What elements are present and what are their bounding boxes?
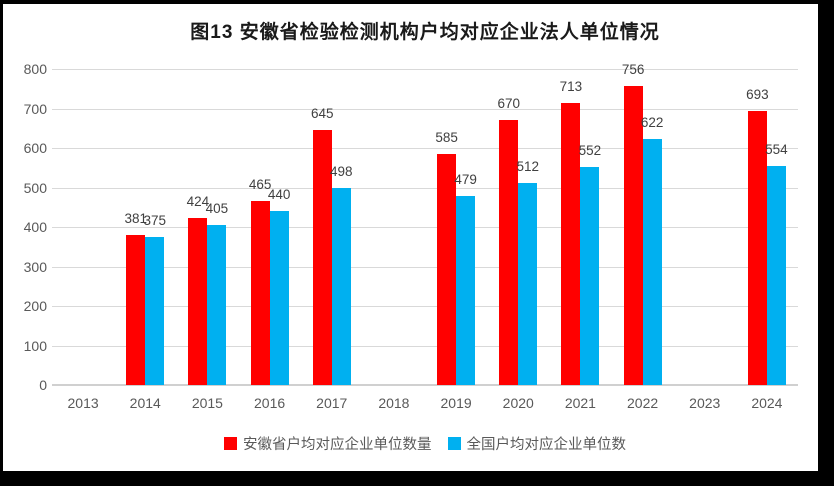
bar-anhui [747, 111, 767, 385]
bar-anhui [499, 120, 519, 385]
x-tick-label: 2017 [316, 395, 348, 411]
x-tick-label: 2022 [627, 395, 659, 411]
bar-national [331, 188, 351, 385]
bar-value-label: 670 [497, 96, 521, 112]
bar-value-label: 465 [248, 177, 272, 193]
bar-national [456, 195, 476, 385]
legend-item-national: 全国户均对应企业单位数 [447, 433, 627, 454]
x-tick-label: 2018 [378, 395, 410, 411]
chart-title: 图13 安徽省检验检测机构户均对应企业法人单位情况 [190, 22, 660, 43]
bar-value-label: 498 [329, 164, 353, 180]
bar-value-label: 405 [205, 201, 229, 217]
x-tick-label: 2024 [751, 395, 783, 411]
x-tick-label: 2023 [689, 395, 721, 411]
bar-anhui [188, 217, 208, 385]
bar-value-label: 756 [621, 62, 645, 78]
gridline [52, 148, 798, 149]
bar-value-label: 713 [559, 79, 583, 95]
x-tick-label: 2021 [564, 395, 596, 411]
bar-value-label: 622 [640, 115, 664, 131]
y-tick-label: 300 [23, 258, 47, 275]
chart-canvas: 图13 安徽省检验检测机构户均对应企业法人单位情况 0 100 200 300 400 5… [3, 4, 818, 471]
bar-national [145, 236, 165, 385]
y-tick-label: 400 [23, 219, 47, 235]
y-tick-label: 200 [23, 298, 47, 314]
y-tick-label: 500 [23, 179, 47, 196]
bar-value-label: 424 [186, 193, 210, 209]
bar-anhui [437, 153, 457, 385]
x-tick-label: 2013 [67, 395, 99, 411]
bar-anhui [250, 201, 270, 385]
bar-national [518, 182, 538, 385]
legend: 安徽省户均对应企业单位数量 全国户均对应企业单位数 [52, 433, 798, 454]
bar-value-label: 552 [578, 142, 602, 158]
legend-label-anhui: 安徽省户均对应企业单位数量 [243, 437, 432, 453]
bar-anhui [312, 130, 332, 385]
legend-swatch-anhui [224, 437, 237, 450]
bar-value-label: 585 [435, 129, 458, 145]
gridline [52, 69, 798, 70]
y-tick-label: 600 [23, 140, 47, 156]
bar-value-label: 554 [765, 142, 788, 158]
legend-swatch-national [447, 437, 461, 450]
bar-value-label: 693 [746, 87, 769, 103]
x-axis-line [52, 384, 798, 386]
gridline [52, 345, 798, 347]
bar-national [207, 225, 227, 385]
gridline [52, 306, 798, 307]
gridline [52, 266, 798, 268]
legend-item-anhui: 安徽省户均对应企业单位数量 [224, 433, 432, 454]
gridline [52, 227, 798, 228]
y-tick-label: 100 [23, 337, 47, 354]
bar-value-label: 375 [143, 212, 167, 228]
gridline [52, 108, 798, 110]
y-tick-label: 700 [23, 100, 47, 117]
bar-value-label: 479 [454, 171, 477, 187]
plot-area: 0 100 200 300 400 500 600 700 800 2013 2014 381 375 2… [3, 4, 818, 471]
legend-label-national: 全国户均对应企业单位数 [466, 437, 627, 453]
x-tick-label: 2016 [254, 395, 286, 411]
bar-anhui [623, 86, 643, 385]
bar-value-label: 440 [267, 187, 291, 203]
bar-anhui [561, 103, 581, 385]
bar-value-label: 381 [124, 210, 148, 226]
x-tick-label: 2020 [502, 395, 534, 411]
bar-national [269, 211, 289, 385]
bar-national [580, 166, 600, 385]
bar-national [766, 166, 786, 385]
x-tick-label: 2014 [129, 395, 161, 411]
x-tick-label: 2015 [191, 395, 223, 411]
bar-anhui [126, 234, 146, 385]
y-tick-label: 0 [39, 377, 47, 393]
bar-value-label: 512 [516, 158, 540, 174]
bar-value-label: 645 [310, 106, 334, 122]
bar-national [642, 139, 662, 385]
x-tick-label: 2019 [440, 395, 472, 411]
gridline [52, 187, 798, 189]
y-tick-label: 800 [23, 61, 47, 77]
